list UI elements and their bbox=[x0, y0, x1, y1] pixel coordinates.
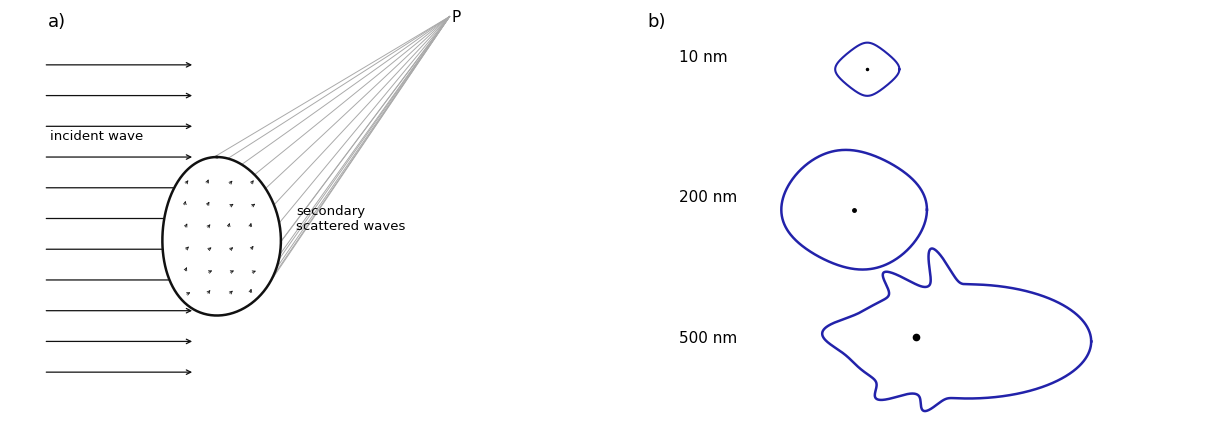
Text: 200 nm: 200 nm bbox=[678, 190, 736, 205]
Text: b): b) bbox=[648, 13, 666, 31]
Polygon shape bbox=[163, 158, 281, 316]
Text: secondary
scattered waves: secondary scattered waves bbox=[296, 205, 405, 233]
Text: 500 nm: 500 nm bbox=[678, 330, 736, 345]
Text: 10 nm: 10 nm bbox=[678, 49, 727, 64]
Text: a): a) bbox=[47, 13, 66, 31]
Text: P: P bbox=[451, 10, 461, 25]
Text: incident wave: incident wave bbox=[50, 129, 143, 142]
